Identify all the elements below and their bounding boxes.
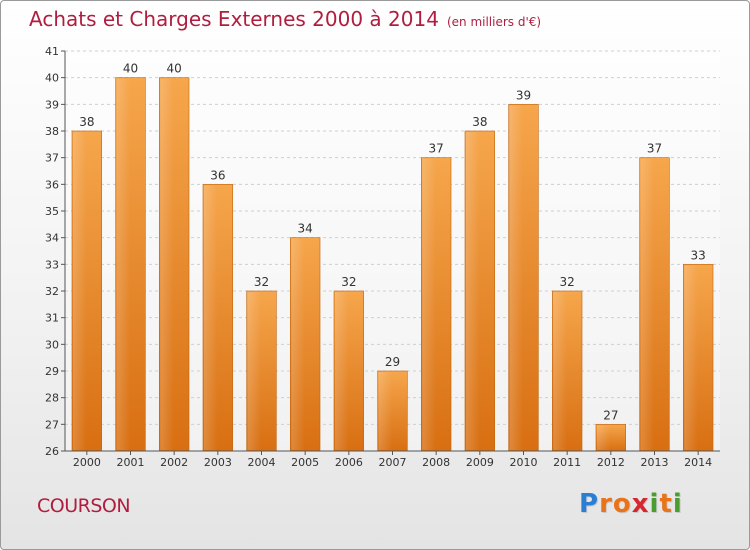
x-axis: 2000 2001 2002 2003 2004 2005 2006 2007 2008 2009… <box>65 450 720 469</box>
logo-letter: i <box>649 489 660 519</box>
value-label: 38 <box>472 115 487 129</box>
value-label: 39 <box>516 88 531 102</box>
value-label: 27 <box>603 408 618 422</box>
x-tick-label: 2003 <box>204 456 232 469</box>
value-label: 37 <box>647 142 662 156</box>
x-tick-label: 2000 <box>73 456 101 469</box>
x-tick-label: 2007 <box>379 456 407 469</box>
value-label: 37 <box>429 142 444 156</box>
y-tick-label: 35 <box>45 205 59 218</box>
value-label: 40 <box>123 62 138 76</box>
y-tick-label: 26 <box>45 445 59 458</box>
logo-letter: o <box>612 489 632 519</box>
y-tick-label: 41 <box>45 45 59 58</box>
x-tick-label: 2014 <box>684 456 712 469</box>
y-axis: 26 27 28 29 30 31 32 33 34 35 36 37 38 39 40 41 <box>45 45 66 458</box>
y-tick-label: 34 <box>45 232 59 245</box>
value-label: 29 <box>385 355 400 369</box>
y-tick-label: 32 <box>45 285 59 298</box>
bar-highlight <box>334 292 349 450</box>
x-tick-label: 2006 <box>335 456 363 469</box>
x-tick-label: 2004 <box>248 456 276 469</box>
value-label: 33 <box>691 248 706 262</box>
bar-highlight <box>203 185 218 451</box>
y-tick-label: 28 <box>45 392 59 405</box>
chart-title-text: Achats et Charges Externes 2000 à 2014 <box>29 7 439 31</box>
proxiti-logo: Proxiti <box>579 489 683 519</box>
x-tick-label: 2005 <box>291 456 319 469</box>
bar-highlight <box>378 372 393 450</box>
logo-letter: i <box>672 489 683 519</box>
value-label: 38 <box>79 115 94 129</box>
commune-name: COURSON <box>37 495 131 517</box>
y-tick-label: 40 <box>45 72 59 85</box>
x-tick-label: 2002 <box>160 456 188 469</box>
logo-letter: P <box>579 489 600 519</box>
x-tick-label: 2010 <box>510 456 538 469</box>
logo-letter: r <box>599 489 613 519</box>
bar-highlight <box>160 78 174 451</box>
chart-unit: (en milliers d'€) <box>446 15 542 29</box>
bar-highlight <box>72 132 87 450</box>
y-tick-label: 30 <box>45 338 59 351</box>
bars: 38 40 40 36 32 34 32 29 37 38 39 32 27 37 33 <box>71 62 714 452</box>
y-tick-label: 37 <box>45 152 59 165</box>
value-label: 40 <box>167 62 182 76</box>
y-tick-label: 31 <box>45 312 59 325</box>
logo-letter: x <box>631 489 650 519</box>
bar-highlight <box>684 265 698 450</box>
bar-highlight <box>553 292 567 450</box>
bar-highlight <box>596 425 611 450</box>
bar-highlight <box>422 158 436 450</box>
y-tick-label: 38 <box>45 125 59 138</box>
bar-highlight <box>465 132 480 450</box>
bar-highlight <box>291 238 305 450</box>
x-tick-label: 2012 <box>597 456 625 469</box>
bar-highlight <box>509 105 524 450</box>
value-label: 32 <box>254 275 269 289</box>
y-tick-label: 29 <box>45 365 59 378</box>
value-label: 36 <box>210 168 225 182</box>
bar-highlight <box>247 292 262 450</box>
logo-letter: t <box>659 489 673 519</box>
x-tick-label: 2008 <box>422 456 450 469</box>
y-tick-label: 39 <box>45 98 59 111</box>
value-label: 32 <box>341 275 356 289</box>
x-tick-label: 2011 <box>553 456 581 469</box>
bar-highlight <box>116 78 131 451</box>
x-tick-label: 2009 <box>466 456 494 469</box>
y-tick-label: 27 <box>45 418 59 431</box>
y-tick-label: 36 <box>45 178 59 191</box>
x-tick-label: 2013 <box>641 456 669 469</box>
value-label: 32 <box>560 275 575 289</box>
y-tick-label: 33 <box>45 258 59 271</box>
chart-title: Achats et Charges Externes 2000 à 2014 (e… <box>29 7 541 31</box>
value-label: 34 <box>298 222 313 236</box>
x-tick-label: 2001 <box>117 456 145 469</box>
bar-highlight <box>640 158 655 450</box>
